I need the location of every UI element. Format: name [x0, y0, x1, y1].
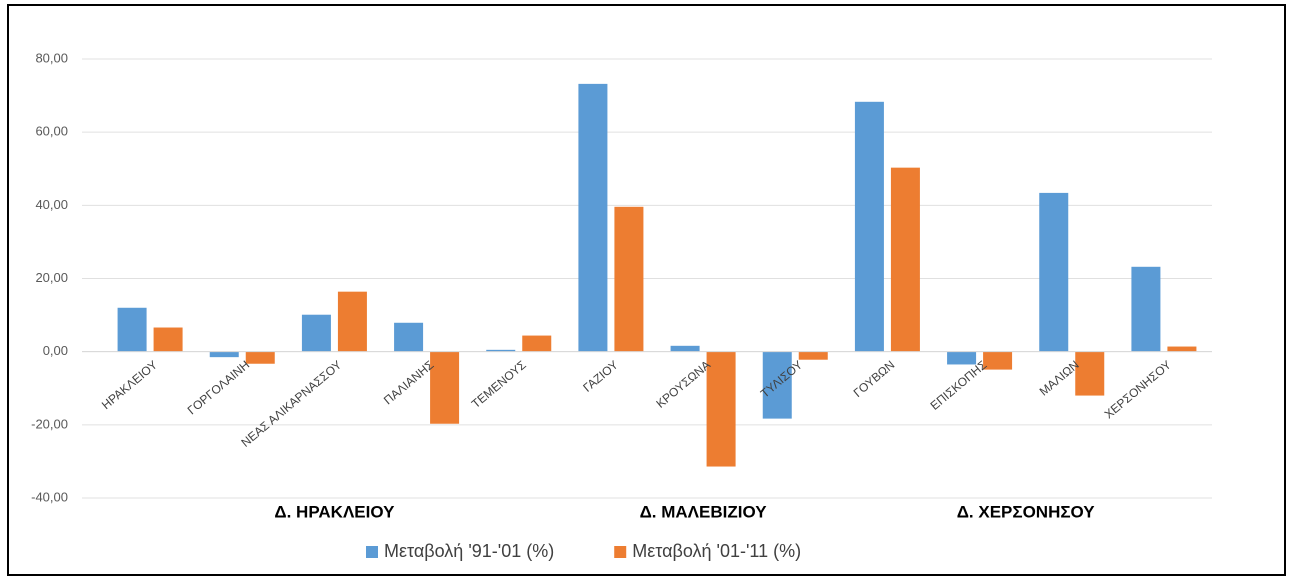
bar — [762, 351, 792, 419]
bar — [394, 322, 424, 352]
y-tick-label: 20,00 — [35, 270, 68, 285]
bar — [301, 314, 331, 352]
bar — [983, 351, 1013, 370]
bar — [430, 351, 460, 424]
bar — [578, 83, 608, 352]
bar — [854, 101, 884, 352]
bar — [245, 351, 275, 364]
y-tick-label: 0,00 — [43, 343, 68, 358]
legend-swatch — [366, 546, 378, 558]
bar — [1167, 346, 1197, 352]
bar — [117, 307, 147, 352]
bar — [798, 351, 828, 360]
y-tick-label: 40,00 — [35, 197, 68, 212]
legend-label: Μεταβολή '91-'01 (%) — [384, 541, 554, 561]
bar — [209, 351, 239, 358]
y-tick-label: -20,00 — [31, 416, 68, 431]
bar — [614, 206, 644, 352]
group-label: Δ. ΜΑΛΕΒΙΖΙΟΥ — [640, 502, 768, 521]
bar — [522, 335, 552, 352]
bar — [670, 345, 700, 352]
chart-frame — [7, 4, 1286, 576]
bar — [153, 327, 183, 352]
legend-swatch — [614, 546, 627, 558]
bar — [1039, 192, 1069, 352]
bar — [890, 167, 920, 352]
group-label: Δ. ΗΡΑΚΛΕΙΟΥ — [274, 502, 395, 521]
group-label: Δ. ΧΕΡΣΟΝΗΣΟΥ — [957, 502, 1096, 521]
y-tick-label: -40,00 — [31, 489, 68, 504]
bar — [486, 349, 516, 352]
y-tick-label: 80,00 — [35, 50, 68, 65]
bar — [1075, 351, 1105, 396]
legend-label: Μεταβολή '01-'11 (%) — [632, 541, 801, 561]
bar — [947, 351, 977, 365]
bar — [1131, 266, 1161, 352]
bar — [706, 351, 736, 467]
y-tick-label: 60,00 — [35, 124, 68, 139]
bar — [337, 291, 367, 352]
